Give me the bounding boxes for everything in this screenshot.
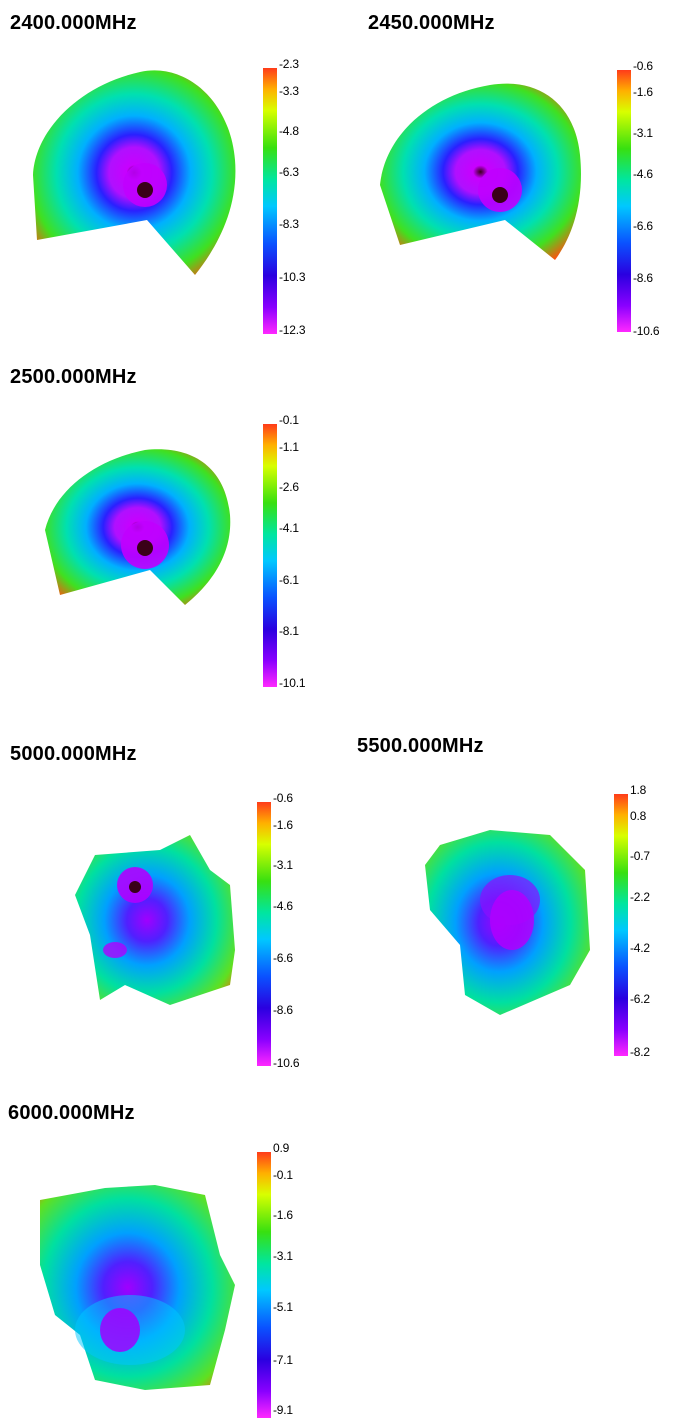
- tick-label: -1.1: [279, 440, 299, 454]
- tick-label: -2.2: [630, 890, 650, 904]
- tick-label: -0.7: [630, 849, 650, 863]
- tick-label: -10.3: [279, 270, 306, 284]
- tick-label: -0.6: [633, 59, 653, 73]
- tick-label: -3.1: [633, 126, 653, 140]
- tick-label: -6.1: [279, 573, 299, 587]
- tick-label: -12.3: [279, 323, 306, 337]
- tick-label: -3.1: [273, 858, 293, 872]
- tick-label: -4.1: [279, 521, 299, 535]
- tick-label: 0.8: [630, 809, 647, 823]
- tick-label: -4.8: [279, 124, 299, 138]
- tick-label: -4.6: [633, 167, 653, 181]
- tick-label: -1.6: [633, 85, 653, 99]
- tick-label: -0.1: [273, 1168, 293, 1182]
- tick-label: -3.1: [273, 1249, 293, 1263]
- tick-label: -0.6: [273, 791, 293, 805]
- colorbar: [257, 802, 271, 1066]
- panel-title: 2500.000MHz: [10, 366, 137, 388]
- tick-label: -5.1: [273, 1300, 293, 1314]
- colorbar: [263, 424, 277, 687]
- radiation-pattern-5000: [75, 835, 235, 1005]
- tick-label: -8.1: [279, 624, 299, 638]
- panel-title: 5000.000MHz: [10, 743, 137, 765]
- radiation-pattern-5500: [425, 830, 590, 1015]
- tick-label: -8.6: [633, 271, 653, 285]
- tick-label: -2.6: [279, 480, 299, 494]
- radiation-pattern-6000: [40, 1185, 235, 1390]
- tick-label: -7.1: [273, 1353, 293, 1367]
- tick-label: -6.6: [273, 951, 293, 965]
- radiation-pattern-2500: [45, 449, 231, 605]
- tick-label: 1.8: [630, 783, 647, 797]
- radiation-pattern-2450: [380, 83, 581, 260]
- colorbar: [614, 794, 628, 1056]
- tick-label: -8.6: [273, 1003, 293, 1017]
- tick-label: -3.3: [279, 84, 299, 98]
- tick-label: -8.3: [279, 217, 299, 231]
- panel-title: 6000.000MHz: [8, 1102, 135, 1124]
- colorbar: [617, 70, 631, 332]
- tick-label: -10.6: [633, 324, 660, 338]
- tick-label: -10.6: [273, 1056, 300, 1070]
- tick-label: 0.9: [273, 1141, 290, 1155]
- tick-label: -1.6: [273, 818, 293, 832]
- panel-title: 2450.000MHz: [368, 12, 495, 34]
- tick-label: -1.6: [273, 1208, 293, 1222]
- tick-label: -6.3: [279, 165, 299, 179]
- radiation-pattern-2400: [33, 70, 236, 275]
- tick-label: -10.1: [279, 676, 306, 690]
- tick-label: -8.2: [630, 1045, 650, 1059]
- tick-label: -4.2: [630, 941, 650, 955]
- tick-label: -4.6: [273, 899, 293, 913]
- colorbar: [263, 68, 277, 334]
- tick-label: -6.2: [630, 992, 650, 1006]
- panel-title: 5500.000MHz: [357, 735, 484, 757]
- tick-label: -6.6: [633, 219, 653, 233]
- panel-title: 2400.000MHz: [10, 12, 137, 34]
- tick-label: -9.1: [273, 1403, 293, 1417]
- tick-label: -0.1: [279, 413, 299, 427]
- tick-label: -2.3: [279, 57, 299, 71]
- colorbar: [257, 1152, 271, 1418]
